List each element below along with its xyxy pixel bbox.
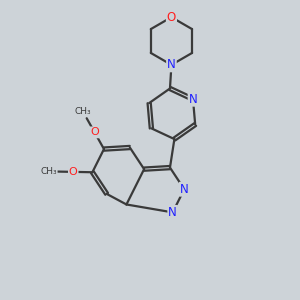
Text: N: N: [180, 183, 189, 196]
Text: O: O: [69, 167, 78, 177]
Text: CH₃: CH₃: [74, 106, 91, 116]
Text: N: N: [168, 206, 177, 219]
Text: O: O: [167, 11, 176, 24]
Text: N: N: [189, 93, 197, 106]
Text: N: N: [167, 58, 176, 71]
Text: O: O: [90, 128, 99, 137]
Text: CH₃: CH₃: [40, 167, 57, 176]
